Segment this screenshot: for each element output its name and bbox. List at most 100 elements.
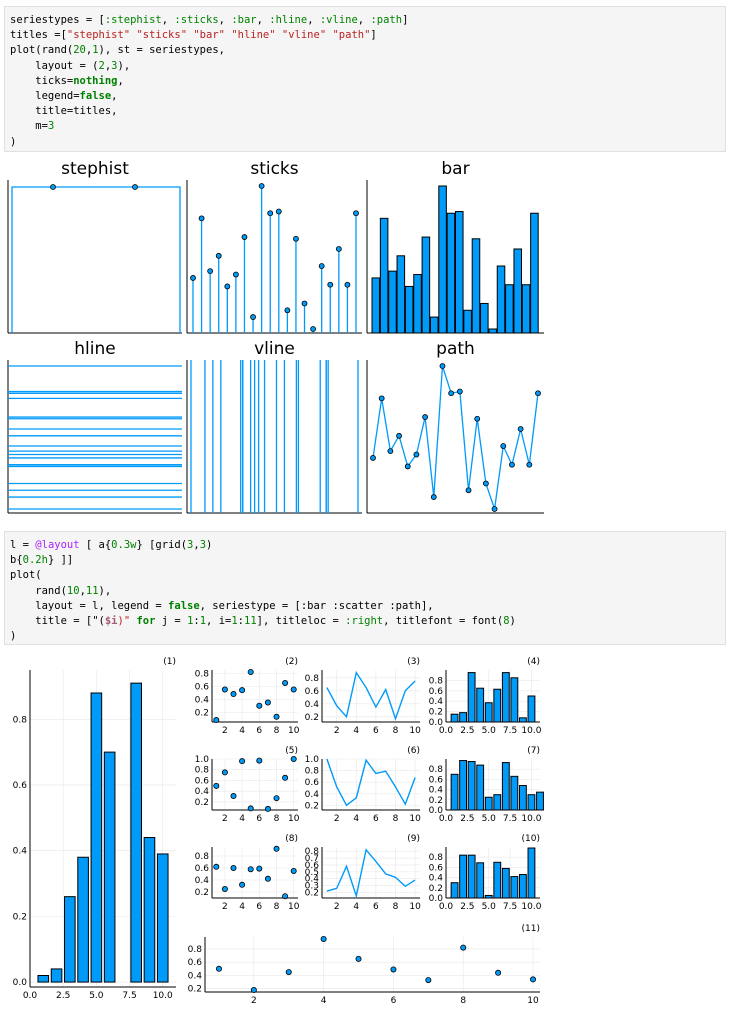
x-tick-label: 0.0 bbox=[23, 991, 38, 1001]
y-tick-label: 0.5 bbox=[305, 868, 319, 878]
data-point bbox=[413, 451, 420, 458]
plot-grid-1: stephist sticks bar hline vline path bbox=[7, 159, 544, 514]
y-tick-label: 0.6 bbox=[305, 778, 320, 788]
data-point bbox=[282, 679, 289, 686]
data-point bbox=[320, 935, 327, 942]
code-token: seriestypes = [ bbox=[10, 14, 105, 26]
code-token: , bbox=[161, 14, 175, 26]
x-tick-label: 4 bbox=[353, 814, 359, 824]
data-point bbox=[318, 263, 325, 269]
subplot-title: (3) bbox=[407, 657, 420, 667]
code-cell-2[interactable]: l = @layout [ a{0.3w} [grid(3,3) b{0.2h}… bbox=[4, 531, 726, 645]
y-tick-label: 1.0 bbox=[195, 755, 210, 765]
x-tick-label: 6 bbox=[373, 902, 379, 912]
y-tick-label: 0.6 bbox=[195, 682, 210, 692]
data-point bbox=[396, 432, 402, 439]
data-point bbox=[535, 390, 541, 397]
bar bbox=[130, 682, 142, 983]
y-tick-label: 0.6 bbox=[429, 863, 444, 873]
bar bbox=[450, 773, 459, 811]
code-token: :bar bbox=[231, 14, 257, 26]
x-tick-label: 6 bbox=[256, 814, 262, 824]
bar bbox=[493, 861, 502, 899]
code-token: , bbox=[218, 14, 232, 26]
code-text-2: l = @layout [ a{0.3w} [grid(3,3) b{0.2h}… bbox=[5, 532, 725, 644]
data-point bbox=[460, 944, 467, 951]
data-point bbox=[273, 795, 280, 802]
code-token: , bbox=[111, 90, 118, 103]
bar bbox=[518, 874, 527, 899]
data-point bbox=[327, 281, 334, 288]
data-point bbox=[273, 845, 280, 852]
bar bbox=[493, 688, 502, 723]
code-token: "stephist" bbox=[66, 29, 131, 42]
code-token: 11 bbox=[244, 615, 257, 628]
bar bbox=[438, 185, 447, 334]
code-text-1: seriestypes = [:stephist, :sticks, :bar,… bbox=[5, 7, 725, 150]
code-token: : bbox=[193, 615, 200, 628]
code-token: title = [ bbox=[10, 615, 93, 628]
y-tick-label: 0.4 bbox=[305, 875, 320, 885]
x-tick-label: 6 bbox=[373, 726, 379, 736]
code-token: )" bbox=[117, 615, 131, 628]
x-tick-label: 5.0 bbox=[482, 726, 497, 736]
y-tick-label: 0.2 bbox=[429, 708, 443, 718]
x-tick-label: 7.5 bbox=[503, 814, 517, 824]
code-token: , seriestype = [ bbox=[199, 599, 301, 612]
x-tick-label: 10.0 bbox=[521, 902, 541, 912]
y-tick-label: 0.6 bbox=[195, 864, 210, 874]
data-point bbox=[221, 885, 228, 892]
subplot-title: (11) bbox=[522, 924, 540, 934]
data-point bbox=[250, 987, 257, 994]
x-tick-label: 8 bbox=[274, 814, 280, 824]
y-tick-label: 0.6 bbox=[188, 958, 203, 968]
data-point bbox=[250, 314, 256, 320]
code-token: titles =[ bbox=[10, 29, 67, 42]
y-tick-label: 0.8 bbox=[195, 852, 210, 862]
bar bbox=[484, 702, 493, 723]
data-point bbox=[387, 448, 394, 455]
code-token: ) bbox=[206, 539, 213, 551]
bar bbox=[371, 277, 381, 334]
x-tick-label: 2 bbox=[334, 902, 340, 912]
data-point bbox=[264, 699, 271, 706]
x-tick-label: 8 bbox=[393, 726, 399, 736]
x-tick-label: 10 bbox=[288, 726, 300, 736]
code-token: :hline bbox=[269, 14, 308, 26]
data-point bbox=[213, 717, 220, 724]
bar bbox=[476, 862, 485, 899]
data-point bbox=[310, 326, 317, 332]
data-point bbox=[239, 881, 246, 888]
y-tick-label: 0.4 bbox=[305, 790, 320, 800]
series-line bbox=[326, 670, 416, 721]
code-token: ) bbox=[10, 135, 17, 148]
bar bbox=[64, 896, 76, 983]
code-token: b{ bbox=[10, 554, 23, 567]
y-tick-label: 0.0 bbox=[13, 978, 28, 988]
data-point bbox=[290, 867, 297, 874]
x-tick-label: 5.0 bbox=[482, 902, 497, 912]
x-tick-label: 6 bbox=[391, 996, 397, 1006]
data-point bbox=[509, 461, 515, 468]
data-point bbox=[282, 893, 289, 900]
x-tick-label: 10 bbox=[288, 902, 300, 912]
bar bbox=[513, 248, 523, 334]
data-point bbox=[207, 268, 214, 275]
x-tick-label: 10 bbox=[409, 726, 421, 736]
code-token: :vline bbox=[319, 14, 358, 26]
code-token: 11 bbox=[85, 584, 99, 597]
bar bbox=[467, 854, 476, 899]
data-point bbox=[256, 865, 263, 872]
data-point bbox=[230, 691, 237, 698]
data-point bbox=[448, 390, 455, 397]
code-cell-1[interactable]: seriestypes = [:stephist, :sticks, :bar,… bbox=[4, 6, 726, 152]
subplot-title: path bbox=[436, 339, 475, 359]
code-token: ) bbox=[10, 630, 17, 643]
code-token: , bbox=[104, 59, 112, 72]
y-tick-label: 0.8 bbox=[305, 767, 320, 777]
series-line bbox=[326, 758, 416, 807]
x-tick-label: 4 bbox=[321, 996, 327, 1006]
code-token: $i bbox=[104, 615, 118, 628]
code-token: , titlefont = font( bbox=[383, 615, 504, 628]
code-token: title=titles, bbox=[10, 105, 118, 118]
